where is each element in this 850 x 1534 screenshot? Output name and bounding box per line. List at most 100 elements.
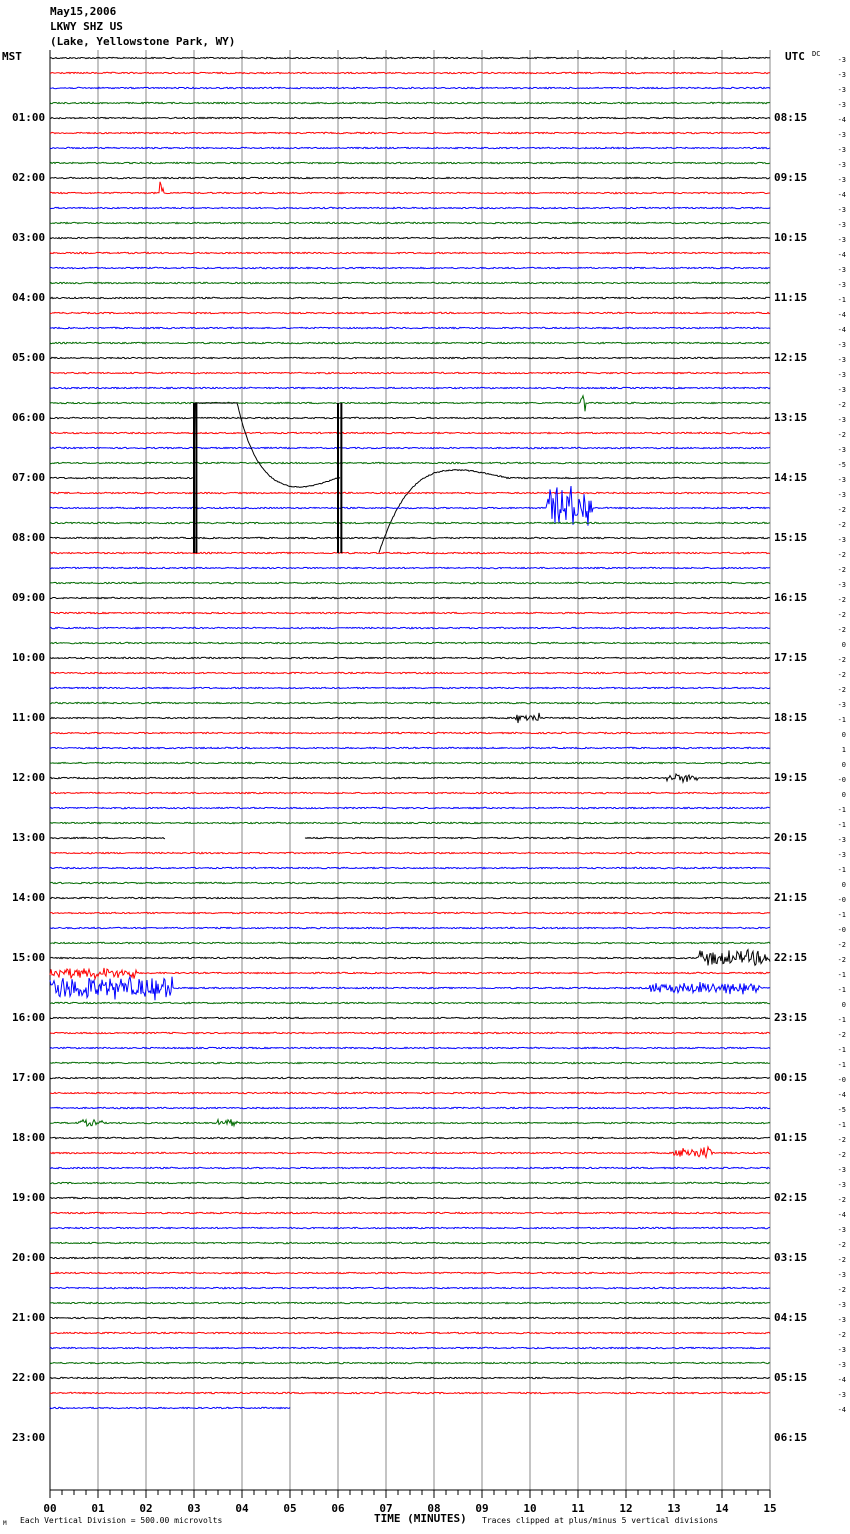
seismic-trace: [50, 822, 770, 823]
seismic-trace: [50, 552, 770, 553]
seismic-trace: [50, 1032, 770, 1033]
seismic-trace: [50, 162, 770, 163]
seismic-trace: [50, 1119, 770, 1126]
seismic-trace: [50, 968, 770, 979]
seismic-trace: [50, 57, 770, 58]
seismic-trace: [50, 950, 770, 966]
seismic-trace: [50, 942, 770, 943]
seismic-trace: [50, 882, 770, 883]
seismic-trace: [50, 627, 770, 628]
seismic-trace: [50, 522, 770, 523]
seismic-trace: [50, 1017, 770, 1018]
seismic-trace: [50, 927, 770, 928]
seismic-trace: [50, 1062, 770, 1063]
seismic-trace: [50, 747, 770, 748]
x-tick-label: 09: [475, 1502, 488, 1515]
seismic-trace: [50, 1227, 770, 1228]
x-tick-label: 02: [139, 1502, 152, 1515]
seismic-trace: [50, 1257, 770, 1258]
seismic-trace: [50, 612, 770, 613]
x-tick-label: 06: [331, 1502, 345, 1515]
x-tick-label: 14: [715, 1502, 729, 1515]
seismic-trace: [50, 87, 770, 88]
corner-mark: M: [3, 1520, 7, 1527]
seismic-trace: [50, 1242, 770, 1243]
seismic-trace: [50, 1287, 770, 1288]
seismic-trace: [50, 687, 770, 688]
seismic-trace: [50, 732, 770, 733]
seismic-trace: [50, 237, 770, 238]
seismic-trace: [50, 132, 770, 133]
seismic-trace: [50, 462, 770, 463]
x-tick-label: 15: [763, 1502, 776, 1515]
seismic-trace: [50, 702, 770, 703]
seismic-trace: [50, 147, 770, 148]
x-tick-label: 10: [523, 1502, 536, 1515]
seismic-trace: [50, 1392, 770, 1393]
seismic-trace: [50, 1002, 770, 1003]
seismic-trace: [50, 582, 770, 583]
seismic-trace: [50, 72, 770, 73]
seismic-trace: [50, 852, 770, 853]
seismic-trace: [50, 357, 770, 358]
x-tick-label: 11: [571, 1502, 585, 1515]
seismic-trace: [50, 897, 770, 898]
clipped-spike: [194, 403, 196, 553]
seismic-trace: [50, 117, 770, 118]
seismic-trace: [50, 807, 770, 808]
seismic-trace: [50, 1407, 290, 1408]
seismic-trace: [50, 1347, 770, 1348]
seismic-trace: [50, 297, 770, 298]
seismic-trace: [50, 1167, 770, 1168]
seismic-trace: [50, 1182, 770, 1183]
seismic-trace: [50, 1077, 770, 1078]
seismic-trace: [50, 282, 770, 283]
seismic-trace: [50, 372, 770, 373]
seismic-trace: [50, 342, 770, 343]
seismic-trace: [50, 837, 770, 838]
seismic-trace: [50, 1047, 770, 1048]
seismic-trace: [50, 597, 770, 598]
seismic-trace: [50, 447, 770, 448]
scale-text: Each Vertical Division = 500.00 microvol…: [20, 1516, 222, 1525]
seismic-trace: [50, 432, 770, 433]
seismic-trace: [50, 102, 770, 103]
seismic-trace: [50, 396, 770, 412]
seismic-trace: [50, 387, 770, 388]
seismic-trace: [50, 177, 770, 178]
x-tick-label: 13: [667, 1502, 680, 1515]
seismic-trace: [50, 1212, 770, 1213]
seismic-trace: [50, 977, 770, 1001]
seismic-trace: [50, 762, 770, 763]
x-tick-label: 03: [187, 1502, 200, 1515]
seismic-trace: [50, 1107, 770, 1108]
clip-text: Traces clipped at plus/minus 5 vertical …: [482, 1516, 718, 1525]
seismic-trace: [50, 792, 770, 793]
x-axis-label: TIME (MINUTES): [374, 1512, 467, 1525]
x-tick-label: 04: [235, 1502, 249, 1515]
seismic-trace: [50, 1197, 770, 1198]
seismic-trace: [50, 1362, 770, 1363]
seismic-trace: [50, 252, 770, 253]
seismic-trace: [50, 774, 770, 782]
seismic-trace: [50, 182, 770, 194]
seismic-trace: [50, 267, 770, 268]
seismic-trace: [50, 1377, 770, 1378]
seismic-trace: [50, 1272, 770, 1273]
seismic-trace: [50, 312, 770, 313]
seismic-trace: [50, 1317, 770, 1318]
seismic-trace: [50, 642, 770, 643]
seismic-trace: [50, 403, 770, 552]
x-tick-label: 00: [43, 1502, 56, 1515]
x-tick-label: 05: [283, 1502, 296, 1515]
seismic-trace: [50, 537, 770, 538]
helicorder-plot: 00 01 02 03 04 05 06 07 08 09 10 11 12 13 14 15: [0, 0, 850, 1534]
seismic-trace: [50, 1302, 770, 1303]
seismic-trace: [50, 327, 770, 328]
seismic-trace: [50, 657, 770, 658]
seismic-trace: [50, 1332, 770, 1333]
seismic-trace: [50, 567, 770, 568]
seismic-trace: [50, 1092, 770, 1093]
seismic-trace: [50, 207, 770, 208]
x-tick-label: 01: [91, 1502, 105, 1515]
